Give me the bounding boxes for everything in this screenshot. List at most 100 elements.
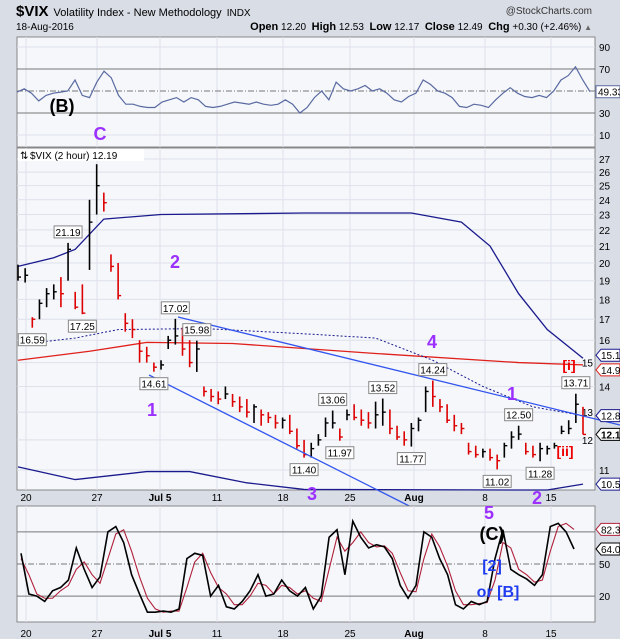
price-bar xyxy=(575,393,579,423)
price-bar xyxy=(567,420,572,435)
price-bar xyxy=(403,431,408,446)
price-bar xyxy=(474,445,479,458)
price-bar xyxy=(288,414,293,435)
price-tick-label: 21 xyxy=(599,242,611,253)
price-callout-box xyxy=(160,301,190,315)
price-tick-label: 11 xyxy=(599,466,610,477)
price-tick-label: 14 xyxy=(599,382,611,393)
price-tick-label: 22 xyxy=(599,226,611,237)
rsi-line xyxy=(16,65,591,114)
price-bar xyxy=(138,340,143,363)
price-callout-label: 11.28 xyxy=(528,469,553,480)
date-tick-label-bottom: 11 xyxy=(212,629,223,639)
price-bar xyxy=(67,242,72,281)
price-bar xyxy=(389,409,393,435)
price-bar xyxy=(88,199,93,270)
stoch-tick-label: 50 xyxy=(599,560,611,571)
price-bar xyxy=(174,318,179,345)
symbol: $VIX xyxy=(16,3,49,20)
rsi-tick-label: 10 xyxy=(599,131,611,142)
date-tick-label-bottom: 20 xyxy=(20,629,32,639)
price-bar xyxy=(153,362,157,372)
rsi-tick-label: 90 xyxy=(599,43,611,54)
price-callout-label: 17.02 xyxy=(163,304,188,315)
price-tick-label: 17 xyxy=(599,315,611,326)
upper-bollinger-band xyxy=(17,212,584,359)
price-bar xyxy=(517,425,522,440)
date-tick-label: 11 xyxy=(212,493,223,504)
price-bar xyxy=(396,425,401,440)
price-bar xyxy=(417,417,422,432)
stoch-fast-line xyxy=(20,518,575,613)
axis-value-badge xyxy=(595,363,620,377)
price-callout-box xyxy=(396,452,426,466)
price-bar xyxy=(482,448,486,458)
price-bar xyxy=(460,422,465,435)
price-callout-box xyxy=(561,376,591,390)
date-tick-label: 25 xyxy=(344,493,356,504)
upper-trendline xyxy=(177,316,620,426)
price-callout-label: 13.06 xyxy=(320,396,345,407)
price-bar xyxy=(60,277,64,308)
price-tick-label: 25 xyxy=(599,182,611,193)
price-bar xyxy=(74,291,79,310)
price-callout-box xyxy=(182,323,212,337)
price-bar xyxy=(367,412,372,429)
brand[interactable]: @StockCharts.com xyxy=(505,6,592,17)
price-bar xyxy=(117,262,122,300)
price-bar xyxy=(424,386,429,413)
wave-label-wave-1b: 1 xyxy=(507,384,517,404)
price-bar xyxy=(439,399,443,413)
wave-label-wave-2-bracket: [2] xyxy=(482,558,502,575)
price-bar xyxy=(532,445,536,458)
axis-value-badge xyxy=(595,477,620,491)
price-bar xyxy=(110,254,114,272)
price-bar xyxy=(24,268,29,283)
price-bar xyxy=(360,409,365,426)
date-tick-label: 15 xyxy=(545,493,557,504)
stoch-tick-label: 20 xyxy=(599,592,611,603)
high-value: 12.53 xyxy=(338,22,364,33)
price-bar xyxy=(560,425,565,435)
close-label: Close xyxy=(424,21,455,33)
axis-value-label: 14.90 xyxy=(601,366,620,377)
price-tick-label: 18 xyxy=(599,295,611,306)
price-callout-label: 11.02 xyxy=(485,477,510,488)
date-tick-label: 20 xyxy=(20,493,32,504)
triangle-up-icon: ▲ xyxy=(584,23,592,32)
price-bar xyxy=(503,442,508,458)
stoch-fast-value: 64.02 xyxy=(601,545,620,556)
price-bar xyxy=(582,406,586,436)
price-bars-icon: ⇅ xyxy=(20,151,28,162)
price-bar xyxy=(167,335,172,349)
price-bar xyxy=(253,404,258,423)
price-bar xyxy=(510,431,515,449)
stoch-fast-badge xyxy=(595,542,620,556)
wave-label-wave-or-B: or [B] xyxy=(477,584,520,601)
price-bar xyxy=(281,417,286,429)
date-tick-label: Jul 5 xyxy=(149,493,172,504)
price-bar xyxy=(539,442,544,462)
price-tick-label: 19 xyxy=(599,277,611,288)
price-bar xyxy=(52,284,57,300)
low-value: 12.17 xyxy=(394,22,420,33)
wave-label-wave-C: C xyxy=(94,124,107,144)
price-callout-label: 17.25 xyxy=(70,322,95,333)
axis-value-badge xyxy=(595,409,620,423)
price-tick-label: 16 xyxy=(599,336,611,347)
wave-label-wave-3: 3 xyxy=(307,484,317,504)
axis-value-label: 12.19 xyxy=(601,430,620,441)
price-tick-label: 15 xyxy=(582,359,594,370)
wave-label-wave-1: 1 xyxy=(147,400,157,420)
price-callout-box xyxy=(525,466,555,480)
axis-value-label: 15.19 xyxy=(601,351,620,362)
price-callout-box xyxy=(482,474,512,488)
wave-label-wave-C-paren: (C) xyxy=(480,524,505,544)
price-callout-label: 12.50 xyxy=(506,411,531,422)
price-bar xyxy=(238,396,243,413)
low-label: Low xyxy=(369,21,392,33)
price-bar xyxy=(339,428,343,441)
price-bar xyxy=(195,340,200,372)
price-bar xyxy=(267,412,272,423)
